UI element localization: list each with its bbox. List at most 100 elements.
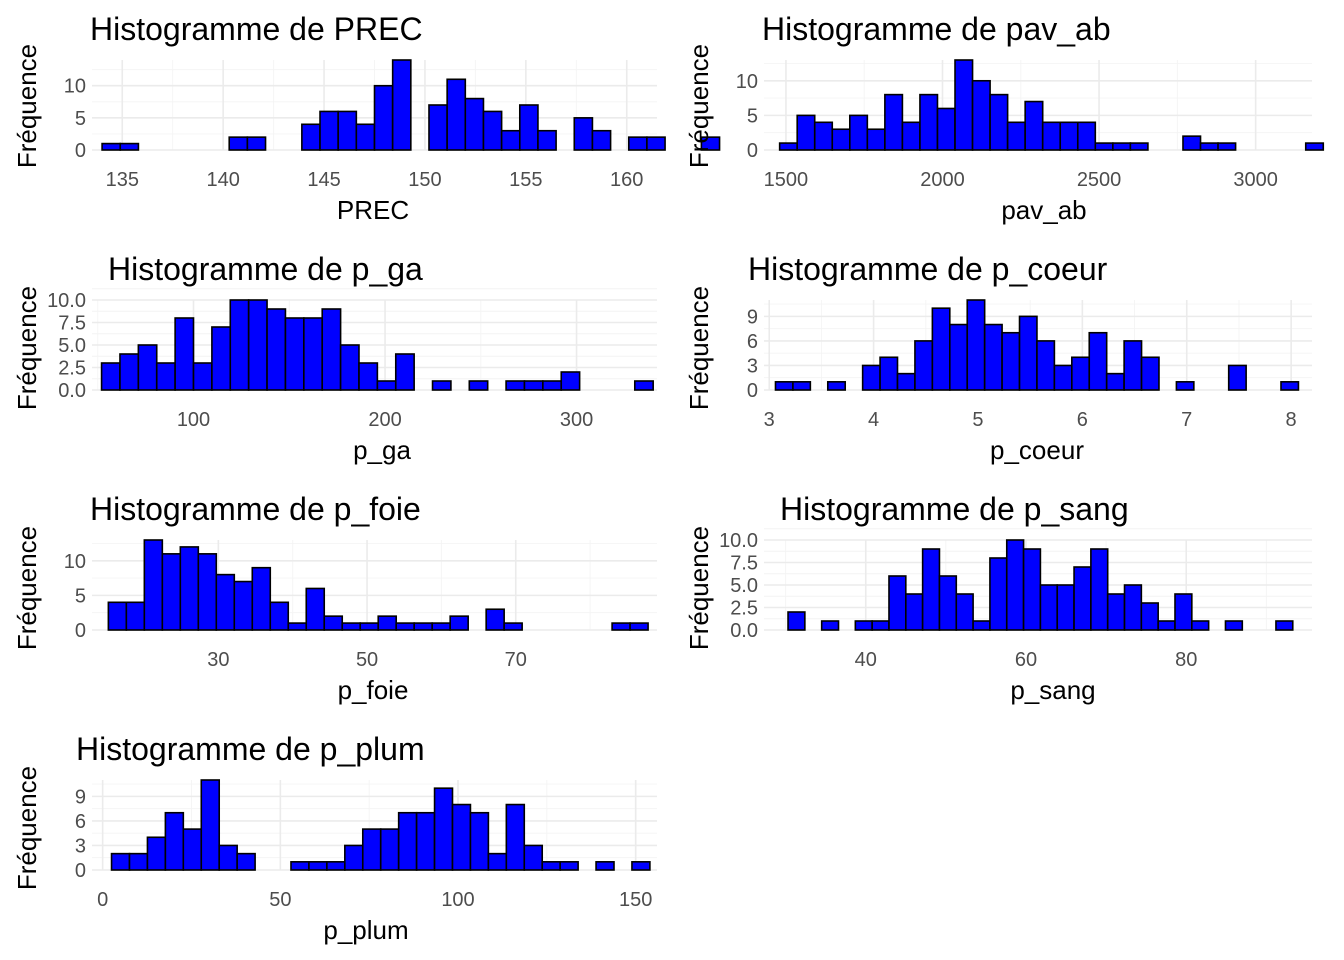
x-axis-label: PREC — [337, 195, 409, 225]
y-tick-label: 10.0 — [47, 290, 86, 312]
histogram-bar — [373, 84, 394, 151]
x-tick-label: 5 — [972, 409, 983, 431]
histogram-bar — [983, 323, 1003, 391]
x-tick-label: 160 — [610, 169, 643, 191]
histogram-bar — [1224, 620, 1244, 631]
histogram-bar — [1073, 566, 1092, 631]
y-tick-label: 6 — [75, 811, 86, 833]
chart-title: Histogramme de pav_ab — [762, 11, 1111, 47]
histogram-bar — [826, 381, 847, 391]
histogram-bar — [119, 142, 140, 151]
histogram-bar — [1036, 340, 1056, 391]
histogram-bar — [1174, 593, 1193, 631]
x-tick-label: 140 — [206, 169, 239, 191]
y-axis-label: Fréquence — [12, 766, 42, 890]
y-tick-label: 9 — [747, 306, 758, 328]
histogram-bar — [161, 553, 182, 631]
histogram-bar — [266, 308, 287, 391]
histogram-bar — [905, 593, 924, 631]
histogram-bar — [394, 353, 415, 391]
x-tick-label: 100 — [441, 889, 474, 911]
histogram-bar — [948, 323, 969, 391]
panel-p-sang: Histogramme de p_sang Fréquence p_sang 4… — [684, 491, 1312, 705]
x-tick-label: 145 — [307, 169, 340, 191]
histogram-bar — [989, 557, 1008, 631]
x-tick-label: 3 — [764, 409, 775, 431]
histogram-bar — [308, 861, 328, 871]
histogram-bar — [218, 844, 238, 871]
y-tick-label: 0.0 — [58, 380, 86, 402]
y-tick-label: 7.5 — [58, 313, 86, 335]
histogram-bar — [813, 121, 834, 151]
histogram-bar — [1059, 121, 1079, 151]
histogram-bar — [215, 573, 236, 631]
histogram-bar — [936, 107, 956, 151]
histogram-bar — [485, 608, 505, 631]
panel-p-foie: Histogramme de p_foie Fréquence p_foie 3… — [12, 491, 657, 705]
histogram-bar — [914, 340, 934, 391]
x-tick-label: 40 — [855, 649, 877, 671]
histogram-bar — [879, 356, 899, 391]
plot-area: 30 50 70 0 5 10 — [64, 539, 657, 671]
y-tick-label: 7.5 — [730, 553, 758, 575]
y-tick-label: 0 — [747, 380, 758, 402]
histogram-bar — [646, 136, 666, 151]
histogram-bar — [849, 114, 869, 151]
histogram-bar — [778, 142, 798, 151]
histogram-bar — [164, 811, 185, 871]
histogram-bar — [1182, 135, 1202, 151]
histogram-bar — [595, 861, 615, 871]
histogram-bar — [303, 317, 324, 391]
histogram-bar — [629, 622, 649, 631]
histogram-bar — [179, 546, 200, 631]
histogram-bar — [871, 620, 890, 631]
histogram-bar — [787, 611, 806, 631]
histogram-bar — [1005, 539, 1025, 631]
histogram-bar — [395, 622, 415, 631]
histogram-bar — [971, 79, 991, 151]
histogram-bar — [101, 142, 122, 151]
histogram-bar — [339, 344, 360, 391]
y-tick-label: 0 — [75, 620, 86, 642]
y-tick-label: 5 — [75, 585, 86, 607]
histogram-bar — [1275, 620, 1294, 631]
x-axis-label: p_plum — [323, 915, 408, 945]
x-axis-label: p_coeur — [990, 435, 1084, 465]
y-tick-label: 2.5 — [730, 598, 758, 620]
histogram-bar — [1001, 331, 1021, 391]
x-tick-label: 6 — [1077, 409, 1088, 431]
histogram-bar — [931, 307, 951, 391]
histogram-bar — [1041, 121, 1062, 151]
histogram-bar — [428, 104, 448, 151]
histogram-bar — [1129, 142, 1149, 151]
y-tick-label: 5 — [747, 105, 758, 127]
histogram-bar — [337, 110, 358, 151]
histogram-bar — [451, 803, 472, 871]
histogram-bar — [1280, 381, 1300, 391]
histogram-bar — [1018, 315, 1038, 391]
histogram-bar — [431, 380, 452, 391]
histogram-bar — [197, 553, 218, 631]
y-tick-label: 0 — [747, 140, 758, 162]
histogram-bar — [955, 593, 974, 631]
x-tick-label: 7 — [1181, 409, 1192, 431]
histogram-bar — [966, 299, 986, 391]
histogram-bar — [1112, 142, 1132, 151]
x-tick-label: 135 — [106, 169, 139, 191]
histogram-bar — [482, 110, 503, 151]
histogram-bar — [774, 381, 794, 391]
histogram-bar — [137, 344, 158, 391]
y-tick-label: 0 — [75, 860, 86, 882]
histogram-bar — [229, 299, 250, 391]
x-tick-label: 1500 — [764, 169, 809, 191]
panel-prec: Histogramme de PREC Fréquence PREC 135 14… — [12, 11, 721, 225]
histogram-bar — [1140, 602, 1159, 631]
histogram-bar — [100, 362, 121, 391]
histogram-bar — [1175, 381, 1195, 391]
histogram-bar — [377, 615, 398, 631]
histogram-bar — [397, 811, 418, 871]
histogram-bar — [505, 803, 526, 871]
histogram-bar — [1123, 584, 1143, 631]
x-tick-label: 50 — [356, 649, 378, 671]
